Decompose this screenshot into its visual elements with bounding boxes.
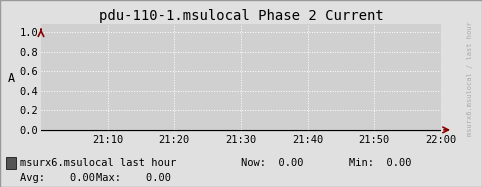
Text: Min:  0.00: Min: 0.00	[349, 158, 412, 168]
Text: Avg:    0.00: Avg: 0.00	[20, 173, 95, 183]
Text: Max:    0.00: Max: 0.00	[96, 173, 172, 183]
Text: msurx6.msulocal / last hour: msurx6.msulocal / last hour	[467, 21, 473, 136]
Text: Now:  0.00: Now: 0.00	[241, 158, 304, 168]
Text: msurx6.msulocal last hour: msurx6.msulocal last hour	[20, 158, 176, 168]
Title: pdu-110-1.msulocal Phase 2 Current: pdu-110-1.msulocal Phase 2 Current	[99, 9, 383, 23]
Y-axis label: A: A	[8, 72, 14, 85]
